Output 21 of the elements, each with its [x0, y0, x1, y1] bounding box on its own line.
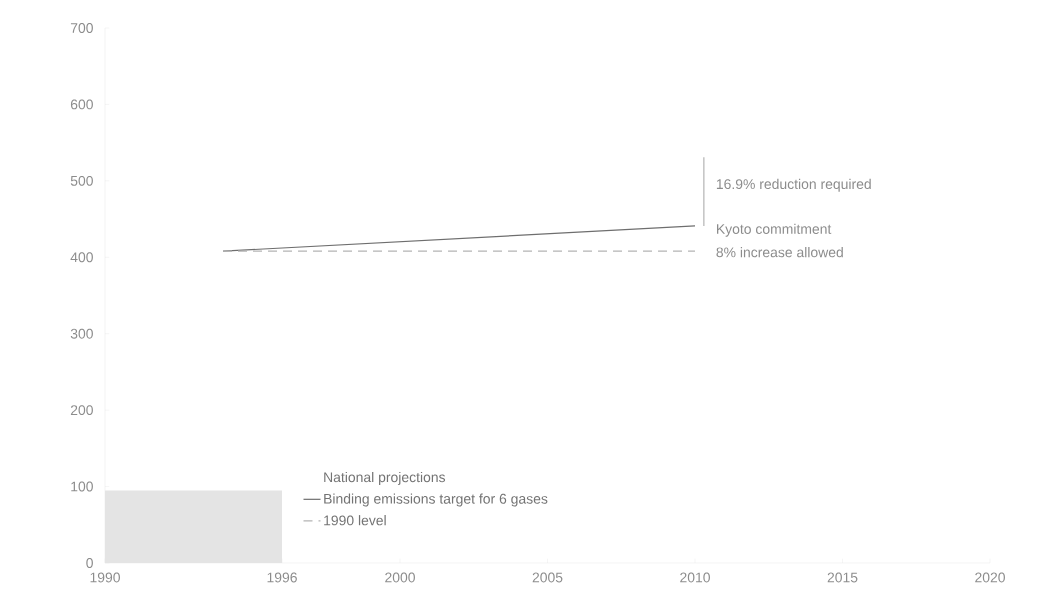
- y-tick-label: 0: [86, 558, 93, 568]
- x-tick-label: 1990: [90, 572, 120, 583]
- y-tick-label: 300: [70, 328, 93, 339]
- legend-label: Binding emissions target for 6 gases: [324, 493, 548, 507]
- x-tick-label: 2020: [975, 572, 1005, 583]
- x-tick-label: 1996: [267, 572, 297, 583]
- x-tick-label: 2010: [680, 572, 710, 583]
- y-tick-label: 700: [70, 23, 93, 33]
- x-tick-label: 2015: [827, 572, 858, 583]
- x-tick-label: 2000: [385, 572, 415, 583]
- annotation: 16.9% reduction required: [716, 178, 871, 192]
- x-tick-label: 2005: [532, 572, 563, 583]
- y-tick-label: 200: [70, 405, 93, 416]
- annotation: Kyoto commitment: [717, 223, 832, 237]
- legend-label: 1990 level: [324, 515, 386, 526]
- y-tick-label: 500: [70, 175, 93, 186]
- y-tick-label: 100: [71, 481, 93, 492]
- legend-title: National projections: [324, 471, 446, 485]
- annotation: 8% increase allowed: [716, 247, 843, 258]
- y-tick-label: 600: [70, 99, 93, 110]
- y-tick-label: 400: [70, 252, 93, 263]
